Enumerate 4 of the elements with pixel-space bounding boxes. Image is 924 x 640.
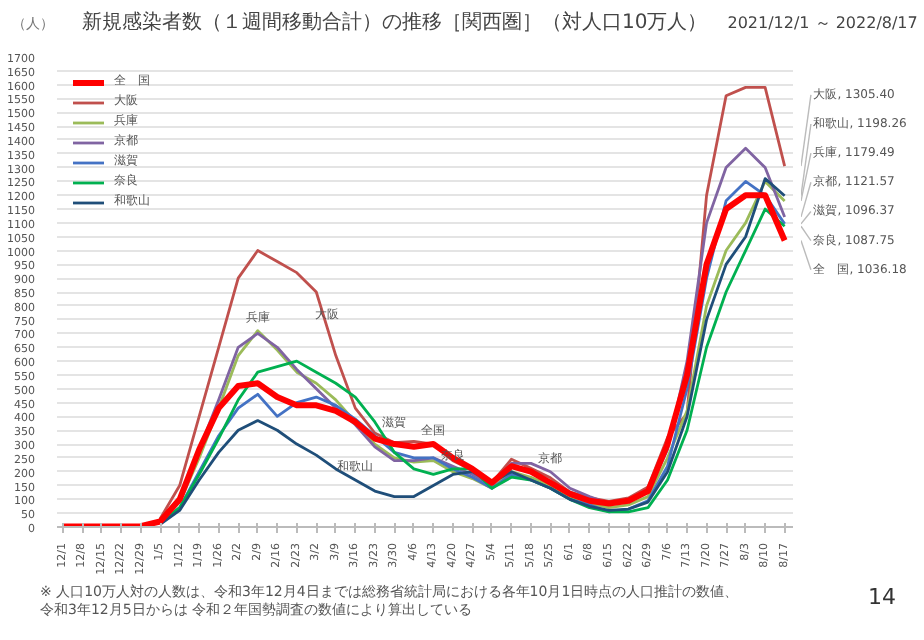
chart-subtitle: 2021/12/1 ～ 2022/8/17 [727,14,918,32]
text: 14 [868,582,896,614]
line-series [59,192,788,527]
chart-title: 新規感染者数（１週間移動合計）の推移［関西圏］（対人口10万人） [82,12,708,34]
